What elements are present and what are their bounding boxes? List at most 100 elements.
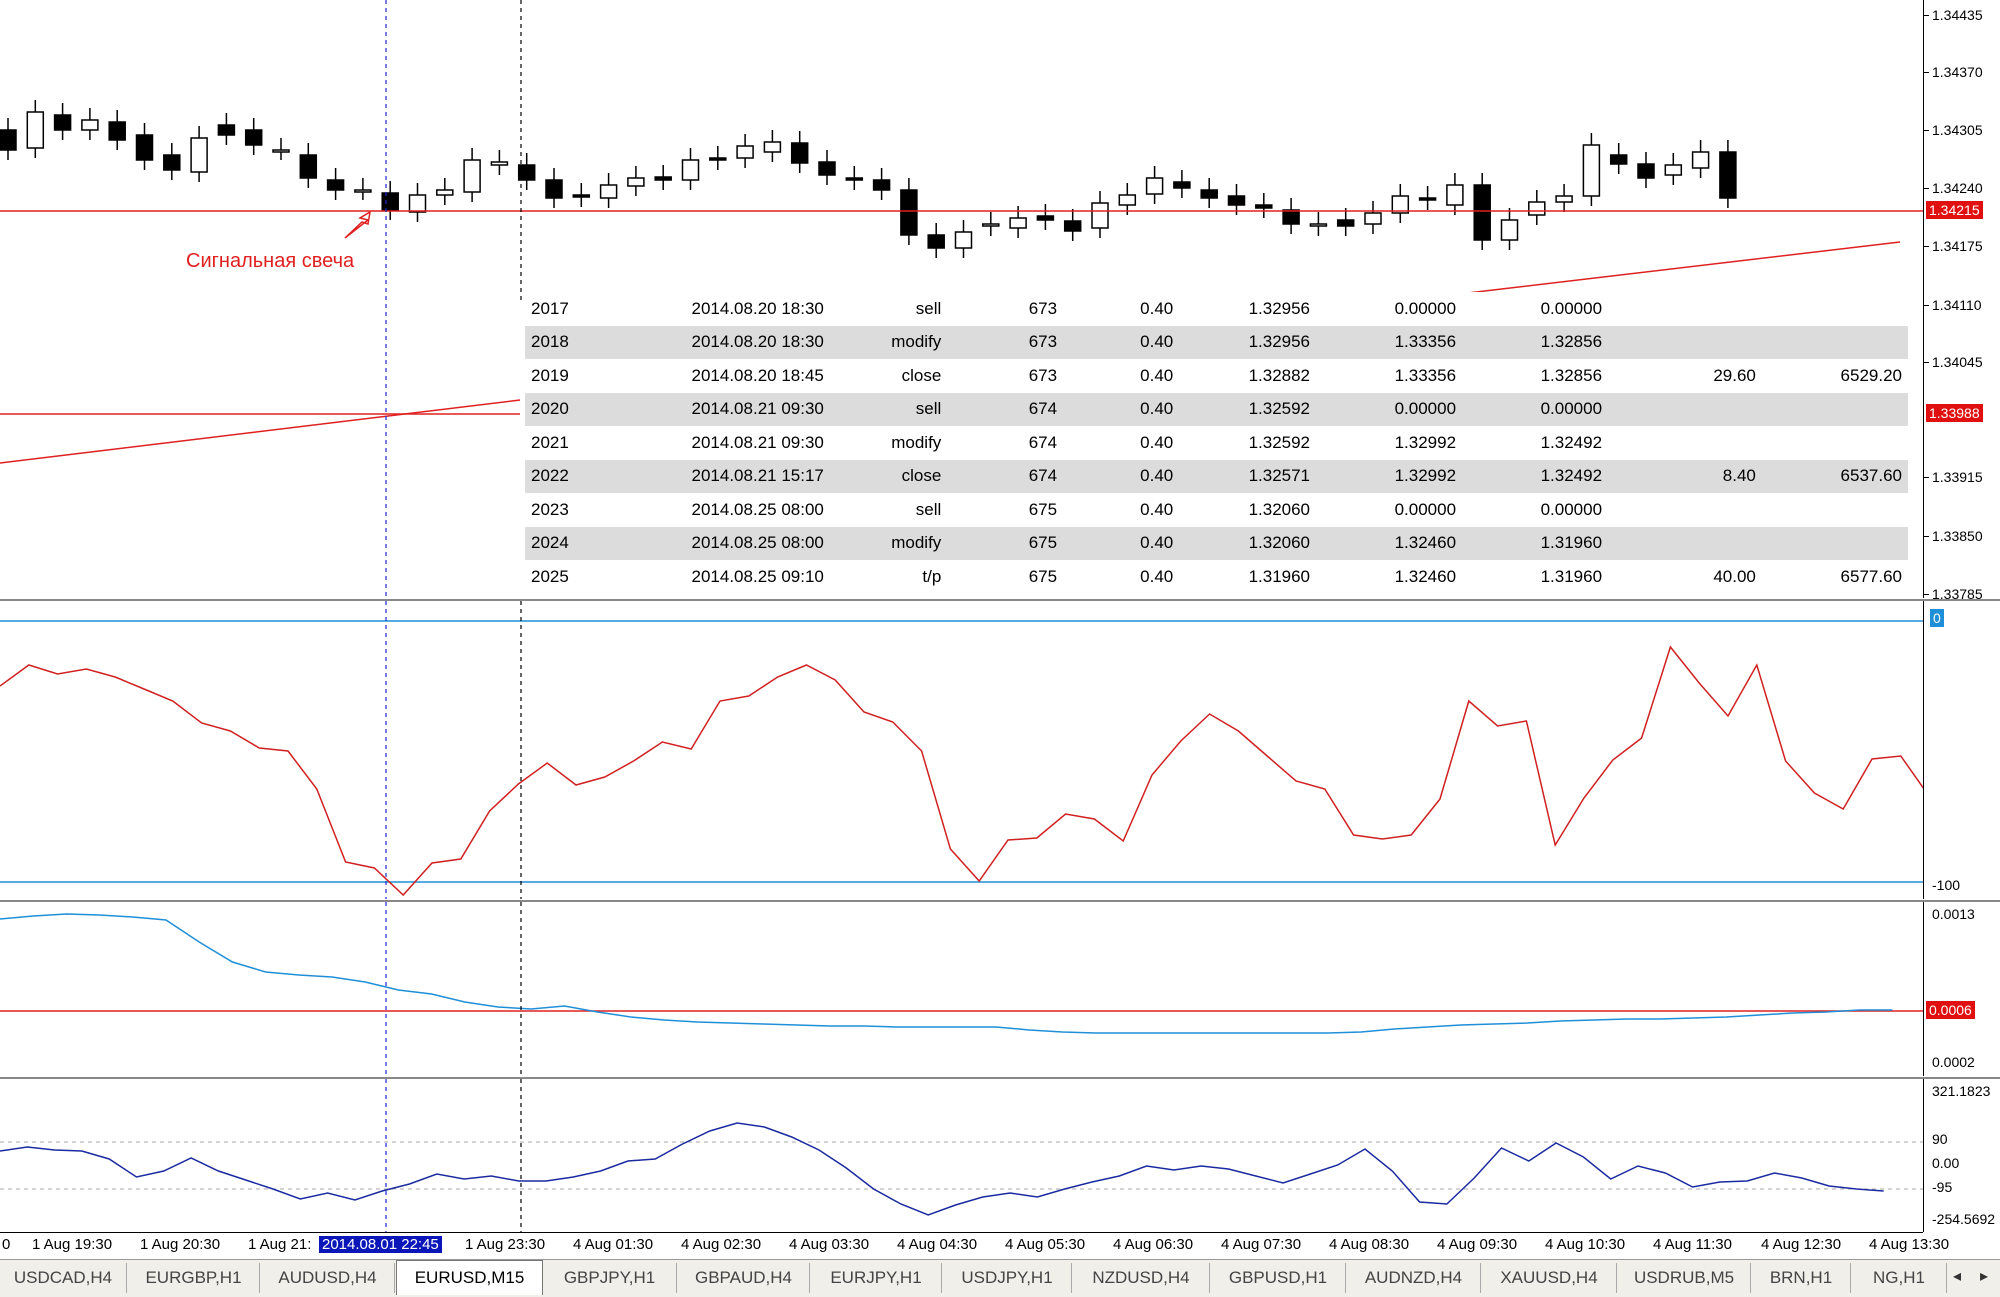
trade-cell-size: 0.40 <box>1140 566 1174 586</box>
trade-cell-size: 0.40 <box>1063 325 1180 359</box>
symbol-tab[interactable]: NZDUSD,H4 <box>1073 1263 1210 1293</box>
price-chart-pane[interactable]: Сигнальная свеча 2017 2014.08.20 18:30 sel… <box>0 0 1923 598</box>
bear-candle <box>1282 209 1300 225</box>
trade-row[interactable]: 2018 2014.08.20 18:30 modify 673 0.40 1.32956… <box>525 325 1908 359</box>
trade-row[interactable]: 2024 2014.08.25 08:00 modify 675 0.40 1.32060… <box>525 526 1908 560</box>
indicator3-pane[interactable] <box>0 1079 1923 1232</box>
time-axis-label: 1 Aug 21: <box>248 1236 312 1253</box>
symbol-tab[interactable]: BRN,H1 <box>1752 1263 1851 1293</box>
trade-cell-type: close <box>901 365 942 385</box>
trade-cell-id: 2019 <box>531 365 569 385</box>
crosshair-time-label: 2014.08.01 22:45 <box>319 1236 442 1253</box>
symbol-tab[interactable]: GBPAUD,H4 <box>678 1263 810 1293</box>
indicator2-canvas[interactable] <box>0 902 1923 1076</box>
trade-cell-profit <box>1608 325 1762 359</box>
trade-cell-tp: 0.00000 <box>1462 392 1609 426</box>
bull-candle <box>736 145 754 159</box>
indicator1-pane[interactable] <box>0 601 1923 899</box>
bear-candle <box>572 194 591 198</box>
symbol-tab[interactable]: XAUUSD,H4 <box>1482 1263 1617 1293</box>
symbol-tab[interactable]: USDJPY,H1 <box>943 1263 1072 1293</box>
indicator1-canvas[interactable] <box>0 601 1923 899</box>
trade-cell-size: 0.40 <box>1140 365 1174 385</box>
bull-candle <box>436 189 454 196</box>
indicator3-canvas[interactable] <box>0 1079 1923 1232</box>
bull-candle <box>26 111 45 149</box>
time-axis-label: 4 Aug 12:30 <box>1761 1236 1842 1253</box>
trade-row[interactable]: 2023 2014.08.25 08:00 sell 675 0.40 1.32060 0.… <box>525 493 1908 527</box>
trade-cell-tp: 0.00000 <box>1540 499 1603 519</box>
tab-scroll-right-icon[interactable]: ▸ <box>1980 1268 1989 1285</box>
trade-row[interactable]: 2017 2014.08.20 18:30 sell 673 0.40 1.32956 0.… <box>525 292 1908 326</box>
bear-candle <box>217 124 236 136</box>
bull-candle <box>954 231 973 249</box>
trade-cell-price: 1.32060 <box>1179 526 1317 560</box>
bear-candle <box>517 164 536 181</box>
time-axis-label: 1 Aug 23:30 <box>465 1236 546 1253</box>
trade-cell-order: 674 <box>947 459 1064 493</box>
trade-cell-time: 2014.08.21 09:30 <box>691 432 824 452</box>
trade-cell-type: modify <box>829 526 948 560</box>
indicator3-label-neg95: -95 <box>1932 1179 1953 1195</box>
bull-candle <box>763 141 782 153</box>
bear-candle <box>163 154 181 171</box>
trade-cell-sl: 0.00000 <box>1316 392 1463 426</box>
price-chart-canvas[interactable] <box>0 0 1923 598</box>
bear-candle <box>872 179 891 191</box>
indicator2-label-top: 0.0013 <box>1932 906 1975 922</box>
trade-cell-order: 673 <box>1028 298 1058 318</box>
trade-cell-size: 0.40 <box>1063 392 1180 426</box>
bull-candle <box>1364 212 1382 225</box>
price-axis-label: 1.33785 <box>1932 586 1983 602</box>
bull-candle <box>1145 177 1164 195</box>
bear-candle <box>545 179 563 199</box>
indicator1-line <box>0 645 1923 897</box>
trade-cell-sl: 1.32992 <box>1394 432 1457 452</box>
symbol-tab[interactable]: EURGBP,H1 <box>128 1263 260 1293</box>
trade-cell-size: 0.40 <box>1140 499 1174 519</box>
trade-row[interactable]: 2025 2014.08.25 09:10 t/p 675 0.40 1.31960 1.3… <box>525 560 1908 594</box>
time-axis-label: 1 Aug 20:30 <box>140 1236 221 1253</box>
trade-cell-id: 2018 <box>525 325 624 359</box>
time-axis-label: 0 <box>2 1236 11 1253</box>
indicator3-label-90: 90 <box>1932 1131 1948 1147</box>
trade-cell-id: 2023 <box>531 499 569 519</box>
bear-candle <box>818 161 836 176</box>
trade-cell-sl: 1.32992 <box>1316 459 1463 493</box>
trade-row[interactable]: 2021 2014.08.21 09:30 modify 674 0.40 1.32592… <box>525 426 1908 460</box>
bear-candle <box>927 234 945 249</box>
symbol-tab[interactable]: GBPJPY,H1 <box>543 1263 677 1293</box>
symbol-tab[interactable]: AUDUSD,H4 <box>261 1263 395 1293</box>
indicator3-label-min: -254.5692 <box>1932 1211 1996 1227</box>
trade-cell-sl: 1.33356 <box>1394 365 1457 385</box>
trade-cell-type: sell <box>829 392 948 426</box>
indicator3-axis: 321.1823 90 0.00 -95 -254.5692 <box>1923 1079 2000 1232</box>
trade-cell-size: 0.40 <box>1140 298 1174 318</box>
trade-cell-size: 0.40 <box>1063 459 1180 493</box>
tab-scroll-left-icon[interactable]: ◂ <box>1953 1268 1962 1285</box>
trade-row[interactable]: 2019 2014.08.20 18:45 close 673 0.40 1.32882 1… <box>525 359 1908 393</box>
price-axis-label: 1.34110 <box>1932 297 1982 313</box>
symbol-tab[interactable]: EURJPY,H1 <box>811 1263 942 1293</box>
bull-candle <box>190 137 208 173</box>
bear-candle <box>709 157 727 161</box>
trade-cell-price: 1.32571 <box>1179 459 1317 493</box>
trade-cell-balance: 6529.20 <box>1840 365 1902 385</box>
bear-candle <box>654 176 672 181</box>
trade-cell-profit: 8.40 <box>1608 459 1762 493</box>
trade-cell-order: 674 <box>947 392 1064 426</box>
bull-candle <box>354 189 372 193</box>
symbol-tab[interactable]: USDRUB,M5 <box>1618 1263 1751 1293</box>
bull-candle <box>982 223 1000 227</box>
symbol-tab[interactable]: USDCAD,H4 <box>0 1263 127 1293</box>
trade-row[interactable]: 2022 2014.08.21 15:17 close 674 0.40 1.32571 1… <box>525 459 1908 493</box>
bear-candle <box>1255 204 1273 209</box>
symbol-tab[interactable]: AUDNZD,H4 <box>1347 1263 1481 1293</box>
symbol-tab[interactable]: EURUSD,M15 <box>396 1260 543 1295</box>
trade-row[interactable]: 2020 2014.08.21 09:30 sell 674 0.40 1.32592 0.… <box>525 392 1908 426</box>
symbol-tab[interactable]: GBPUSD,H1 <box>1211 1263 1346 1293</box>
indicator2-pane[interactable] <box>0 902 1923 1076</box>
symbol-tab-bar: USDCAD,H4 EURGBP,H1 AUDUSD,H4 EURUSD,M15 GBP… <box>0 1259 2000 1297</box>
symbol-tab[interactable]: NG,H1 <box>1852 1263 1947 1293</box>
price-axis-tick <box>1924 188 1929 189</box>
